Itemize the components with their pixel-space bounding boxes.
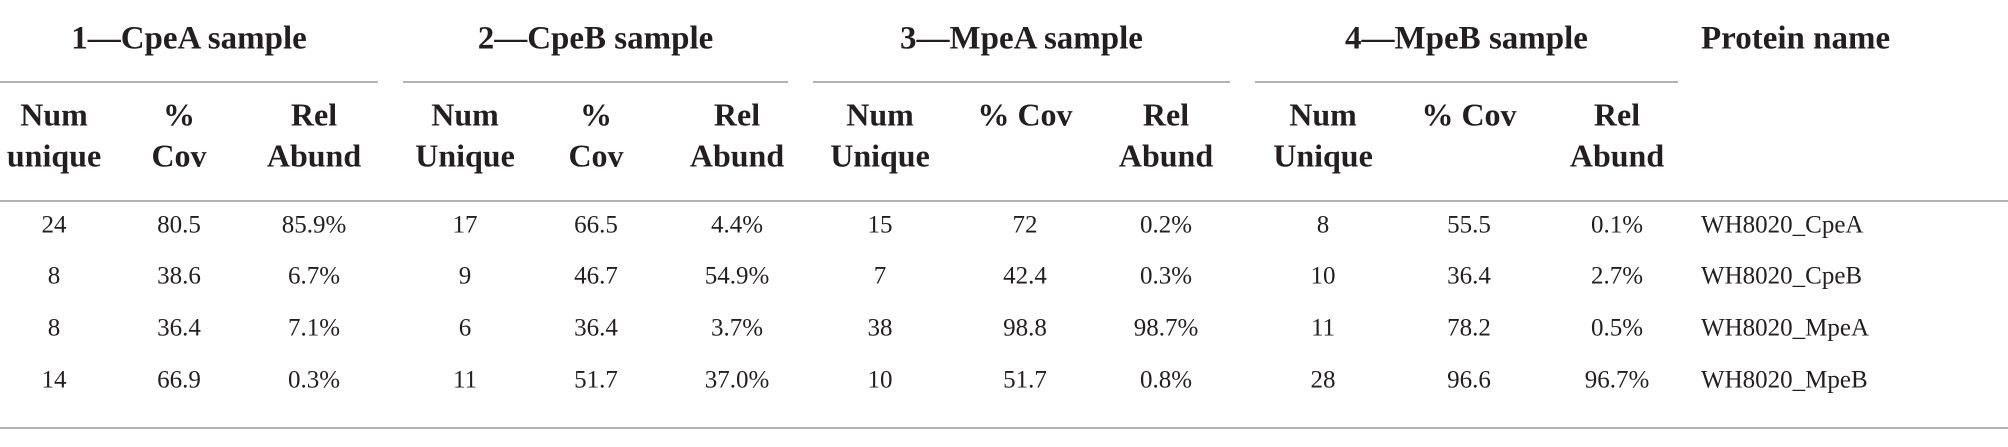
cell: 8 [1317,212,1330,239]
column-header: Abund [1119,137,1214,173]
group-title: 4—MpeB sample [1345,21,1588,57]
cell: 8 [48,315,61,342]
cell: 11 [453,367,477,394]
cell: 55.5 [1447,212,1491,239]
cell: 7.1% [288,315,340,342]
protein-cell: WH8020_CpeA [1701,212,1863,239]
column-header: Num [846,96,914,132]
cell: 17 [453,212,478,239]
column-header: unique [7,137,101,173]
cell: 51.7 [1003,367,1047,394]
column-header: Num [1289,96,1357,132]
cell: 15 [868,212,893,239]
protein-cell: WH8020_MpeB [1701,367,1868,394]
cell: 8 [48,263,61,290]
column-header: Abund [690,137,785,173]
column-header: Unique [415,137,515,173]
cell: 6.7% [288,263,340,290]
column-header: Num [431,96,499,132]
cell: 3.7% [711,315,763,342]
cell: 66.9 [157,367,201,394]
column-header: Rel [1594,96,1640,132]
cell: 51.7 [574,367,618,394]
column-header: Rel [1143,96,1189,132]
cell: 10 [1311,263,1336,290]
cell: 96.6 [1447,367,1491,394]
cell: 36.4 [1447,263,1491,290]
cell: 9 [459,263,472,290]
cell: 38 [868,315,893,342]
column-header: Unique [830,137,930,173]
group-title: 3—MpeA sample [900,21,1143,57]
column-header: Num [20,96,88,132]
column-header: Abund [267,137,362,173]
column-header: % Cov [1421,96,1516,132]
cell: 7 [874,263,887,290]
cell: 54.9% [705,263,770,290]
cell: 37.0% [705,367,770,394]
cell: 42.4 [1003,263,1047,290]
cell: 0.2% [1140,212,1192,239]
cell: 96.7% [1585,367,1650,394]
cell: 85.9% [282,212,347,239]
cell: 46.7 [574,263,618,290]
group-title: 2—CpeB sample [478,21,714,57]
cell: 0.1% [1591,212,1643,239]
column-header: Cov [568,137,623,173]
cell: 28 [1311,367,1336,394]
cell: 72 [1013,212,1038,239]
cell: 2.7% [1591,263,1643,290]
cell: 66.5 [574,212,618,239]
cell: 6 [459,315,472,342]
group-title: 1—CpeA sample [71,21,307,57]
cell: 10 [868,367,893,394]
cell: 80.5 [157,212,201,239]
cell: 36.4 [157,315,201,342]
cell: 11 [1311,315,1335,342]
column-header: % [580,96,612,132]
cell: 4.4% [711,212,763,239]
cell: 78.2 [1447,315,1491,342]
column-header: % Cov [977,96,1072,132]
cell: 98.7% [1134,315,1199,342]
cell: 0.5% [1591,315,1643,342]
cell: 36.4 [574,315,618,342]
cell: 14 [42,367,68,394]
protein-cell: WH8020_CpeB [1701,263,1862,290]
column-header: Unique [1273,137,1373,173]
cell: 38.6 [157,263,201,290]
cell: 0.3% [1140,263,1192,290]
column-header: Cov [151,137,206,173]
protein-header: Protein name [1701,21,1890,57]
protein-cell: WH8020_MpeA [1701,315,1869,342]
column-header: Abund [1570,137,1665,173]
column-header: Rel [291,96,337,132]
cell: 98.8 [1003,315,1047,342]
column-header: Rel [714,96,760,132]
cell: 0.3% [288,367,340,394]
column-header: % [163,96,195,132]
cell: 24 [42,212,68,239]
cell: 0.8% [1140,367,1192,394]
